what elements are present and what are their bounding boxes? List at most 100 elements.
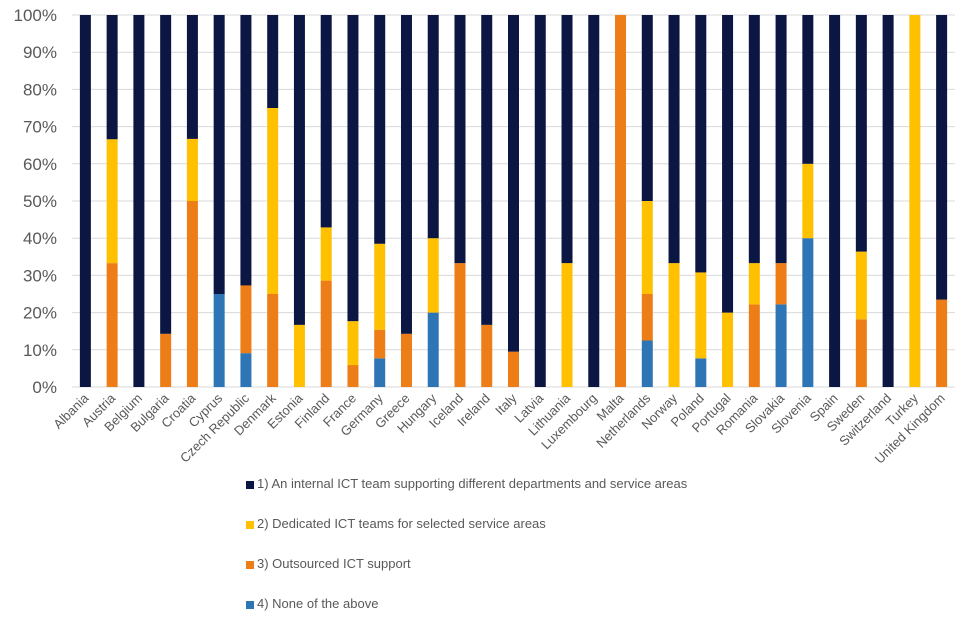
bar-segment xyxy=(427,312,439,387)
bar-segment xyxy=(748,15,760,264)
legend-swatch xyxy=(246,521,254,529)
bar-segment xyxy=(936,15,948,300)
bar-segment xyxy=(802,238,814,387)
y-tick-label: 10% xyxy=(23,341,57,360)
bar-segment xyxy=(320,15,332,228)
bar-segment xyxy=(588,15,600,387)
y-tick-label: 100% xyxy=(14,6,57,25)
bar-segment xyxy=(320,280,332,387)
bar-segment xyxy=(936,299,948,387)
bar-segment xyxy=(347,15,359,322)
bar-segment xyxy=(267,108,279,294)
bar-segment xyxy=(347,365,359,387)
legend-label: 1) An internal ICT team supporting diffe… xyxy=(257,476,688,491)
bar-segment xyxy=(695,272,707,359)
bar-segment xyxy=(534,15,546,387)
bar-segment xyxy=(775,15,787,264)
bar-segment xyxy=(829,15,841,387)
bar-segment xyxy=(106,263,118,387)
bar-segment xyxy=(561,263,573,387)
y-tick-label: 20% xyxy=(23,304,57,323)
bar-segment xyxy=(400,333,412,387)
bar-segment xyxy=(641,15,653,201)
y-tick-label: 90% xyxy=(23,43,57,62)
bar-segment xyxy=(374,329,386,359)
bar-segment xyxy=(508,15,519,352)
y-axis-ticks: 0% 10% 20% 30% 40% 50% 60% 70% 80% 90% 100% xyxy=(14,6,57,397)
bar-segment xyxy=(374,15,386,244)
legend-item: 3) Outsourced ICT support xyxy=(246,554,687,594)
bar-segment xyxy=(186,201,198,387)
bar-segment xyxy=(668,263,680,387)
y-tick-label: 80% xyxy=(23,80,57,99)
bar-segment xyxy=(748,304,760,387)
bar-segment xyxy=(641,201,653,294)
bar-segment xyxy=(347,321,359,366)
bar-segment xyxy=(748,263,760,305)
bar-segment xyxy=(160,15,172,334)
legend-swatch xyxy=(246,561,254,569)
legend-label: 4) None of the above xyxy=(257,596,379,611)
bar-segment xyxy=(427,15,439,239)
x-axis-ticks: AlbaniaAustriaBelgiumBulgariaCroatiaCypr… xyxy=(50,390,948,467)
bar-segment xyxy=(427,238,439,313)
bar-segment xyxy=(775,263,787,305)
y-tick-label: 50% xyxy=(23,192,57,211)
bar-segment xyxy=(213,15,225,294)
legend-item: 4) None of the above xyxy=(246,594,687,634)
bar-segment xyxy=(106,139,118,264)
legend-label: 2) Dedicated ICT teams for selected serv… xyxy=(257,516,546,531)
bar-segment xyxy=(775,304,787,387)
bar-segment xyxy=(561,15,573,264)
bar-segment xyxy=(454,15,466,264)
legend: 1) An internal ICT team supporting diffe… xyxy=(246,474,687,634)
bar-segment xyxy=(508,351,519,387)
bar-segment xyxy=(240,353,252,387)
bar-segment xyxy=(79,15,91,387)
bar-segment xyxy=(855,251,867,320)
bar-segment xyxy=(320,227,332,281)
bar-segment xyxy=(186,138,198,201)
bar-segment xyxy=(454,263,466,387)
bar-segment xyxy=(186,15,198,139)
bar-segment xyxy=(400,15,412,334)
bar-segment xyxy=(267,294,279,387)
bar-segment xyxy=(160,333,172,387)
bar-segment xyxy=(240,15,252,286)
bar-segment xyxy=(240,285,252,354)
bar-segment xyxy=(909,15,921,387)
y-tick-label: 60% xyxy=(23,155,57,174)
bar-segment xyxy=(213,294,225,387)
bar-segment xyxy=(695,15,707,273)
bar-segment xyxy=(802,163,814,239)
y-tick-label: 40% xyxy=(23,229,57,248)
legend-item: 2) Dedicated ICT teams for selected serv… xyxy=(246,514,687,554)
legend-label: 3) Outsourced ICT support xyxy=(257,556,411,571)
stacked-bar-chart: 0% 10% 20% 30% 40% 50% 60% 70% 80% 90% 100% Albani… xyxy=(14,6,955,467)
bar-segment xyxy=(695,358,707,387)
bar-segment xyxy=(641,294,653,341)
bar-segment xyxy=(481,324,493,387)
y-tick-label: 30% xyxy=(23,266,57,285)
bar-segment xyxy=(802,15,814,164)
y-tick-label: 0% xyxy=(32,378,57,397)
legend-swatch xyxy=(246,481,254,489)
bar-segment xyxy=(855,319,867,387)
y-tick-label: 70% xyxy=(23,118,57,137)
bar-segment xyxy=(133,15,145,387)
bar-segment xyxy=(293,324,305,387)
bar-segment xyxy=(374,358,386,387)
bar-segment xyxy=(267,15,279,108)
bar-segment xyxy=(882,15,894,387)
bar-segment xyxy=(481,15,493,325)
bar-segment xyxy=(106,15,118,140)
bar-segment xyxy=(668,15,680,264)
bars xyxy=(79,15,948,387)
bar-segment xyxy=(374,243,386,330)
bar-segment xyxy=(855,15,867,252)
bar-segment xyxy=(722,15,734,313)
legend-swatch xyxy=(246,601,254,609)
bar-segment xyxy=(293,15,305,325)
bar-segment xyxy=(615,15,627,387)
bar-segment xyxy=(722,312,734,387)
